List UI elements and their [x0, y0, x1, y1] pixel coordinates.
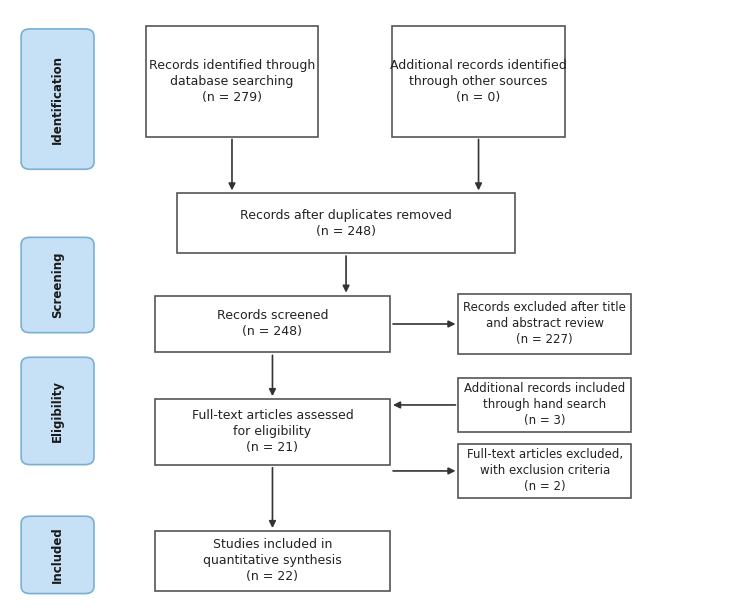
Text: Records identified through
database searching
(n = 279): Records identified through database sear… [149, 59, 315, 103]
Text: Included: Included [51, 526, 64, 583]
FancyBboxPatch shape [21, 516, 94, 594]
Text: Full-text articles assessed
for eligibility
(n = 21): Full-text articles assessed for eligibil… [192, 409, 353, 455]
Bar [155, 399, 391, 465]
Text: Records excluded after title
and abstract review
(n = 227): Records excluded after title and abstrac… [463, 302, 626, 346]
Text: Screening: Screening [51, 252, 64, 318]
Text: Eligibility: Eligibility [51, 380, 64, 442]
Bar [155, 296, 391, 353]
Text: Records screened
(n = 248): Records screened (n = 248) [217, 310, 328, 338]
Text: Records after duplicates removed
(n = 248): Records after duplicates removed (n = 24… [240, 209, 452, 237]
FancyBboxPatch shape [21, 357, 94, 465]
FancyBboxPatch shape [21, 29, 94, 170]
Bar [155, 531, 391, 591]
Bar [176, 193, 515, 253]
Bar [458, 294, 632, 354]
FancyBboxPatch shape [21, 237, 94, 333]
Bar [146, 26, 318, 136]
Text: Identification: Identification [51, 54, 64, 144]
Bar [458, 444, 632, 498]
Bar [392, 26, 565, 136]
Text: Studies included in
quantitative synthesis
(n = 22): Studies included in quantitative synthes… [203, 539, 342, 583]
Bar [458, 378, 632, 432]
Text: Full-text articles excluded,
with exclusion criteria
(n = 2): Full-text articles excluded, with exclus… [466, 449, 623, 493]
Text: Additional records included
through hand search
(n = 3): Additional records included through hand… [464, 382, 626, 427]
Text: Additional records identified
through other sources
(n = 0): Additional records identified through ot… [391, 59, 567, 103]
